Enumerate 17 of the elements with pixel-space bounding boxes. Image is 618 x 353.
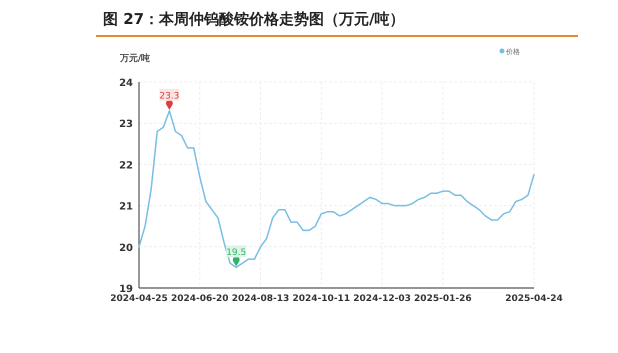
x-tick-label: 2025-01-26 (414, 294, 472, 304)
chart-title: 图 27：本周仲钨酸铵价格走势图（万元/吨） (103, 10, 405, 28)
x-tick-label: 2024-08-13 (232, 294, 290, 304)
y-tick-label: 23 (119, 119, 134, 130)
data-label: 19.5 (226, 248, 246, 258)
x-tick-label: 2024-10-11 (292, 294, 350, 304)
y-tick-label: 21 (119, 202, 134, 213)
y-tick-label: 24 (119, 78, 134, 89)
x-tick-label: 2025-04-24 (505, 294, 563, 304)
y-axis-title: 万元/吨 (118, 53, 150, 64)
y-tick-label: 19 (119, 284, 134, 295)
x-tick-label: 2024-04-25 (110, 294, 168, 304)
x-tick-label: 2024-06-20 (170, 294, 229, 304)
y-tick-label: 20 (119, 242, 134, 254)
data-label: 23.3 (159, 91, 180, 102)
y-tick-label: 22 (119, 160, 134, 172)
x-tick-label: 2024-12-03 (353, 294, 411, 304)
